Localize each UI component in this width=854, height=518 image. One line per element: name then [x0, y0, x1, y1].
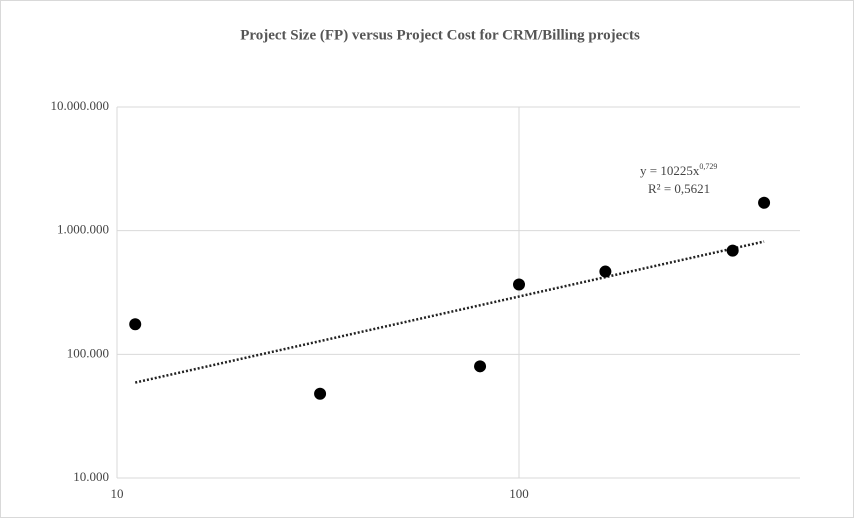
y-tick-label: 10.000 [73, 469, 109, 484]
r-squared: R² = 0,5621 [648, 181, 710, 196]
point [474, 360, 487, 373]
x-tick-label: 100 [509, 486, 529, 501]
point [314, 387, 327, 400]
equation-exponent: 0,729 [699, 162, 717, 171]
chart-title: Project Size (FP) versus Project Cost fo… [240, 27, 640, 43]
point [726, 244, 739, 257]
point [758, 196, 771, 209]
x-tick-label: 10 [111, 486, 124, 501]
y-tick-label: 1.000.000 [57, 222, 109, 237]
trendline [134, 240, 765, 384]
point [599, 265, 612, 278]
equation-text: y = 10225x [640, 163, 700, 178]
y-tick-label: 10.000.000 [51, 98, 110, 113]
y-tick-label: 100.000 [67, 345, 109, 360]
trendline-equation: y = 10225x0,729 [640, 162, 717, 178]
point [513, 278, 526, 291]
point [129, 318, 142, 331]
